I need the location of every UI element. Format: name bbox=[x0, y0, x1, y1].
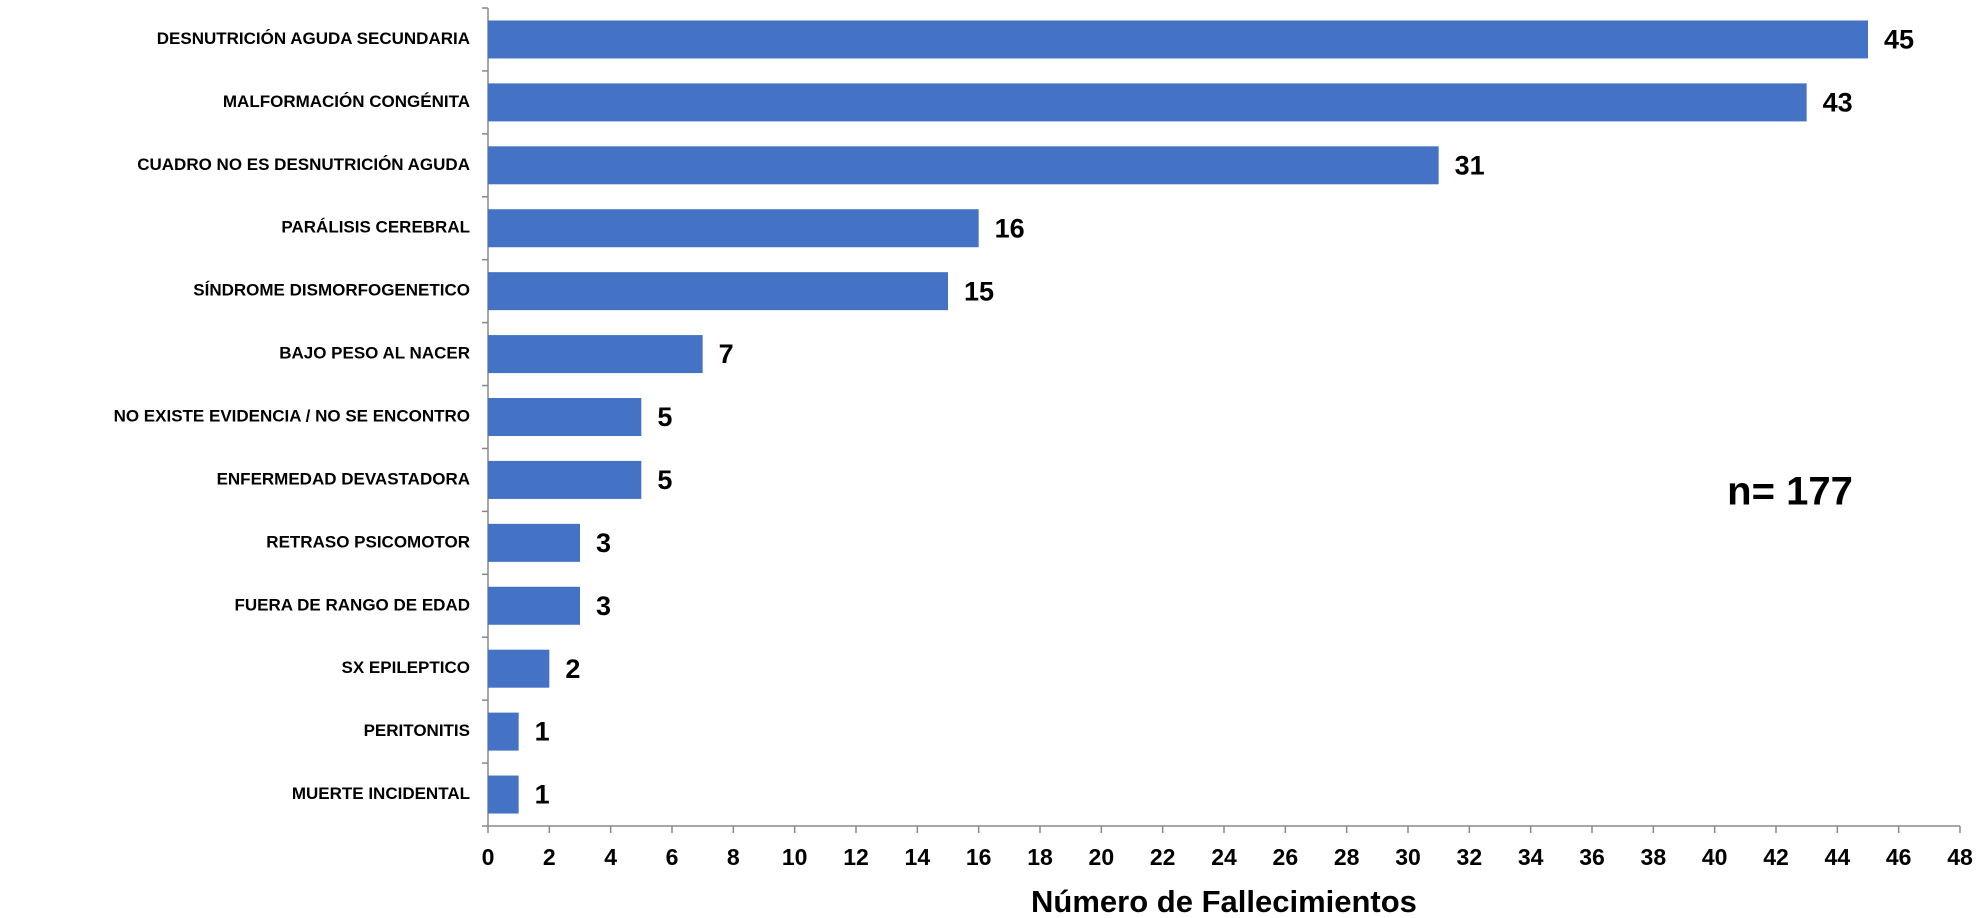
x-tick-label: 14 bbox=[905, 844, 931, 870]
y-tick-label: PERITONITIS bbox=[364, 721, 470, 740]
value-label: 5 bbox=[657, 465, 672, 495]
x-tick-label: 4 bbox=[604, 844, 617, 870]
value-label: 31 bbox=[1455, 150, 1485, 180]
x-tick-label: 10 bbox=[782, 844, 808, 870]
x-axis-title: Número de Fallecimientos bbox=[1031, 884, 1417, 918]
x-tick-label: 34 bbox=[1518, 844, 1544, 870]
bar bbox=[488, 523, 580, 562]
x-tick-label: 46 bbox=[1886, 844, 1912, 870]
bar bbox=[488, 460, 642, 499]
x-tick-label: 12 bbox=[843, 844, 869, 870]
value-label: 16 bbox=[995, 213, 1025, 243]
x-tick-label: 20 bbox=[1089, 844, 1115, 870]
bar bbox=[488, 272, 948, 311]
bar bbox=[488, 586, 580, 625]
bar bbox=[488, 20, 1868, 59]
x-tick-label: 26 bbox=[1273, 844, 1299, 870]
bar bbox=[488, 649, 550, 688]
x-tick-label: 6 bbox=[666, 844, 679, 870]
x-tick-label: 30 bbox=[1395, 844, 1421, 870]
y-tick-label: MUERTE INCIDENTAL bbox=[292, 784, 470, 803]
x-tick-label: 16 bbox=[966, 844, 992, 870]
x-tick-label: 28 bbox=[1334, 844, 1360, 870]
x-tick-label: 40 bbox=[1702, 844, 1728, 870]
y-tick-label: DESNUTRICIÓN AGUDA SECUNDARIA bbox=[157, 29, 470, 48]
bar bbox=[488, 398, 642, 436]
value-label: 43 bbox=[1823, 88, 1853, 118]
value-label: 7 bbox=[719, 339, 734, 369]
bar bbox=[488, 209, 979, 248]
y-tick-label: MALFORMACIÓN CONGÉNITA bbox=[223, 92, 470, 111]
bar bbox=[488, 712, 519, 751]
y-tick-label: SÍNDROME DISMORFOGENETICO bbox=[193, 281, 470, 300]
y-tick-label: FUERA DE RANGO DE EDAD bbox=[235, 595, 471, 614]
x-tick-label: 0 bbox=[482, 844, 495, 870]
y-tick-label: RETRASO PSICOMOTOR bbox=[266, 532, 470, 551]
x-tick-label: 32 bbox=[1457, 844, 1483, 870]
x-tick-label: 22 bbox=[1150, 844, 1176, 870]
x-tick-label: 44 bbox=[1825, 844, 1851, 870]
y-tick-label: SX EPILEPTICO bbox=[342, 658, 470, 677]
x-tick-label: 42 bbox=[1763, 844, 1789, 870]
value-label: 2 bbox=[565, 654, 580, 684]
x-tick-label: 36 bbox=[1579, 844, 1605, 870]
x-tick-label: 8 bbox=[727, 844, 740, 870]
x-tick-label: 18 bbox=[1027, 844, 1053, 870]
y-tick-label: PARÁLISIS CEREBRAL bbox=[281, 218, 470, 237]
value-label: 15 bbox=[964, 276, 994, 306]
value-label: 1 bbox=[535, 780, 550, 810]
x-tick-label: 48 bbox=[1947, 844, 1973, 870]
x-tick-label: 2 bbox=[543, 844, 556, 870]
bar bbox=[488, 775, 519, 814]
value-label: 3 bbox=[596, 528, 611, 558]
y-tick-label: CUADRO NO ES DESNUTRICIÓN AGUDA bbox=[137, 155, 470, 174]
x-tick-label: 38 bbox=[1641, 844, 1667, 870]
bar bbox=[488, 83, 1807, 122]
value-label: 45 bbox=[1884, 25, 1914, 55]
value-label: 3 bbox=[596, 591, 611, 621]
y-tick-label: NO EXISTE EVIDENCIA / NO SE ENCONTRO bbox=[114, 406, 470, 425]
y-tick-label: ENFERMEDAD DEVASTADORA bbox=[217, 469, 470, 488]
value-label: 5 bbox=[657, 402, 672, 432]
annotation: n= 177 bbox=[1727, 470, 1853, 514]
value-label: 1 bbox=[535, 717, 550, 747]
bar bbox=[488, 146, 1439, 185]
x-tick-label: 24 bbox=[1211, 844, 1237, 870]
y-tick-label: BAJO PESO AL NACER bbox=[279, 344, 470, 363]
bar bbox=[488, 335, 703, 374]
